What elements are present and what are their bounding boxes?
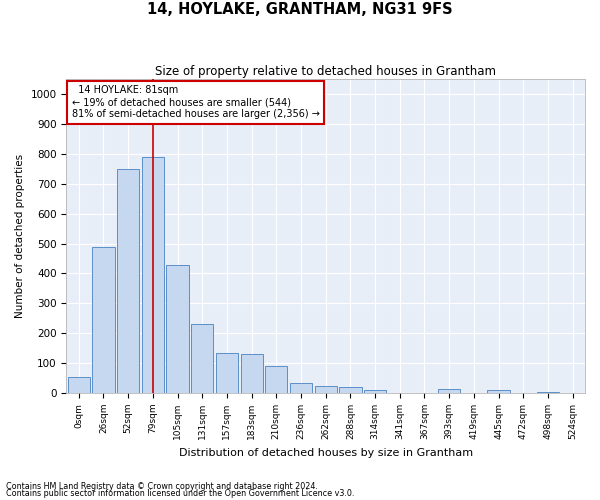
Bar bbox=[216, 352, 238, 393]
Text: 14 HOYLAKE: 81sqm
← 19% of detached houses are smaller (544)
81% of semi-detache: 14 HOYLAKE: 81sqm ← 19% of detached hous… bbox=[71, 86, 319, 118]
Bar bbox=[117, 169, 139, 393]
Bar bbox=[537, 392, 559, 393]
Bar bbox=[68, 376, 90, 393]
Bar bbox=[339, 387, 362, 393]
Bar bbox=[191, 324, 214, 393]
Bar bbox=[265, 366, 287, 393]
Bar bbox=[290, 382, 312, 393]
Bar bbox=[314, 386, 337, 393]
X-axis label: Distribution of detached houses by size in Grantham: Distribution of detached houses by size … bbox=[179, 448, 473, 458]
Bar bbox=[166, 264, 188, 393]
Bar bbox=[438, 388, 460, 393]
Bar bbox=[487, 390, 509, 393]
Title: Size of property relative to detached houses in Grantham: Size of property relative to detached ho… bbox=[155, 65, 496, 78]
Bar bbox=[92, 246, 115, 393]
Bar bbox=[241, 354, 263, 393]
Text: Contains HM Land Registry data © Crown copyright and database right 2024.: Contains HM Land Registry data © Crown c… bbox=[6, 482, 318, 491]
Text: Contains public sector information licensed under the Open Government Licence v3: Contains public sector information licen… bbox=[6, 490, 355, 498]
Bar bbox=[142, 157, 164, 393]
Bar bbox=[364, 390, 386, 393]
Y-axis label: Number of detached properties: Number of detached properties bbox=[15, 154, 25, 318]
Text: 14, HOYLAKE, GRANTHAM, NG31 9FS: 14, HOYLAKE, GRANTHAM, NG31 9FS bbox=[147, 2, 453, 18]
